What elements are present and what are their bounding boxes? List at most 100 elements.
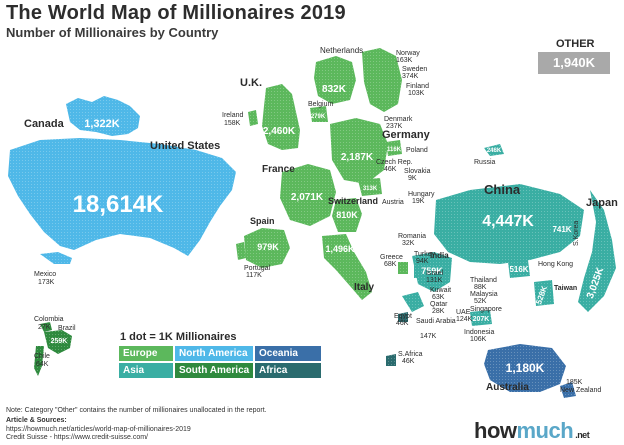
poland-label: Poland (406, 147, 428, 154)
brand-how: how (474, 418, 517, 443)
ireland-value: 158K (224, 120, 241, 127)
russia-label: Russia (474, 159, 496, 166)
taiwan-label: Taiwan (554, 285, 577, 292)
hongkong-shape (508, 260, 530, 278)
legend-item-oceania: Oceania (255, 346, 321, 361)
other-value: 1,940K (538, 52, 610, 74)
indonesia-label: Indonesia (464, 329, 494, 336)
italy-value: 1,496K (325, 244, 355, 254)
china-value: 4,447K (482, 213, 534, 230)
safrica-shape (386, 354, 396, 366)
china-label: China (484, 182, 521, 197)
source-link-article[interactable]: https://howmuch.net/articles/world-map-o… (6, 425, 191, 433)
greece-label: Greece (380, 254, 403, 261)
colombia-label: Colombia (34, 316, 64, 323)
skorea-label: S.Korea (573, 221, 580, 246)
singapore-value: 207K (473, 316, 490, 323)
norway-value: 163K (396, 57, 413, 64)
footer-note: Note: Category "Other" contains the numb… (6, 407, 267, 414)
belgium-label: Belgium (308, 101, 333, 108)
austria-label: Austria (382, 199, 404, 206)
norway-label: Norway (396, 50, 420, 57)
romania-value: 32K (402, 240, 415, 247)
denmark-value: 237K (386, 123, 403, 130)
switzerland-shape (332, 198, 362, 232)
taiwan-shape (534, 280, 554, 306)
safrica-label: S.Africa (398, 351, 423, 358)
mexico-label: Mexico (34, 271, 56, 278)
czech-value: 46K (384, 166, 397, 173)
chile-label: Chile (34, 353, 50, 360)
newzealand-label: New Zealand (560, 387, 601, 394)
india-shape (412, 252, 452, 292)
legend-item-asia: Asia (119, 363, 173, 378)
greece-shape (398, 262, 408, 274)
safrica-value: 46K (402, 358, 415, 365)
italy-shape (322, 234, 372, 300)
brand-logo: howmuch .net (474, 418, 590, 444)
legend-item-africa: Africa (255, 363, 321, 378)
saudi-value: 147K (420, 333, 437, 340)
japan-label: Japan (586, 197, 618, 209)
sweden-value: 374K (402, 73, 419, 80)
newzealand-shape (560, 382, 576, 398)
france-shape (280, 164, 336, 226)
hungary-value: 19K (412, 198, 425, 205)
slovakia-value: 9K (408, 175, 417, 182)
portugal-value: 117K (246, 272, 262, 279)
brazil-shape (44, 330, 72, 354)
switzerland-label: Switzerland (328, 196, 378, 206)
legend: Europe North America Oceania Asia South … (119, 346, 321, 378)
chile-value: 64K (36, 361, 49, 368)
israel-shape (414, 266, 424, 278)
spain-label: Spain (250, 216, 275, 226)
brazil-label: Brazil (58, 325, 76, 332)
spain-shape (244, 228, 290, 268)
australia-value: 1,180K (506, 361, 545, 375)
germany-label: Germany (382, 129, 431, 141)
canada-label: Canada (24, 118, 65, 130)
brazil-value: 259K (51, 338, 68, 345)
belgium-value: 279K (311, 114, 326, 120)
brand-much: much (516, 418, 574, 443)
uae-value: 124K (456, 316, 473, 323)
poland-shape (386, 140, 402, 156)
canada-value: 1,322K (84, 118, 120, 130)
austria-shape (358, 178, 382, 196)
colombia-shape (40, 322, 52, 332)
india-label: India (430, 251, 449, 260)
netherlands-shape (314, 56, 356, 104)
poland-value: 116K (387, 147, 402, 153)
denmark-label: Denmark (384, 116, 413, 123)
germany-shape (330, 118, 388, 184)
legend-item-south-america: South America (175, 363, 253, 378)
russia-shape (484, 144, 504, 156)
source-link-credit-suisse[interactable]: Credit Suisse - https://www.credit-suiss… (6, 434, 148, 441)
italy-label: Italy (354, 282, 374, 293)
netherlands-value: 832K (322, 84, 347, 95)
romania-label: Romania (398, 233, 426, 240)
france-label: France (262, 164, 295, 175)
mexico-value: 173K (38, 279, 55, 286)
turkey-value: 94K (416, 258, 429, 265)
scandinavia-shape (362, 48, 402, 112)
uk-shape (262, 84, 300, 150)
israel-label: Israel (426, 270, 444, 277)
egypt-label: Egypt (394, 313, 412, 320)
france-value: 2,071K (291, 192, 324, 203)
legend-item-north-america: North America (175, 346, 253, 361)
india-value: 759K (421, 266, 443, 276)
saudi-label: Saudi Arabia (416, 318, 456, 325)
newzealand-value: 185K (566, 379, 583, 386)
map-subtitle: Number of Millionaires by Country (6, 25, 219, 40)
thailand-value: 88K (474, 284, 487, 291)
malaysia-label: Malaysia (470, 291, 498, 298)
spain-value: 979K (257, 242, 279, 252)
usa-label: United States (150, 140, 220, 152)
finland-label: Finland (406, 83, 429, 90)
canada-shape (66, 96, 140, 136)
footer-sources: Article & Sources: https://howmuch.net/a… (6, 417, 191, 443)
kuwait-label: Kuwait (430, 287, 451, 294)
israel-value: 131K (426, 277, 443, 284)
